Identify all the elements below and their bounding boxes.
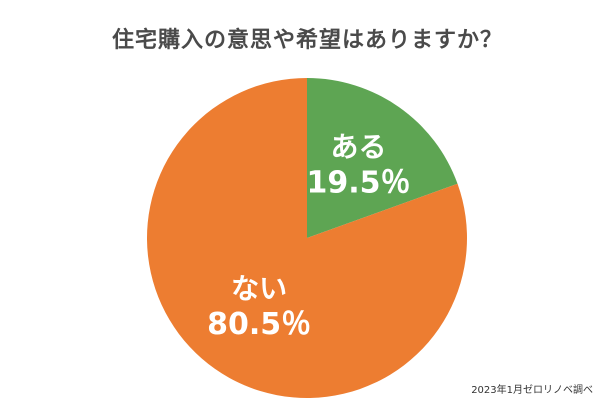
pie-slice-1 <box>307 78 458 238</box>
pie-slices <box>147 78 468 399</box>
source-note: 2023年1月ゼロリノベ調べ <box>471 385 593 396</box>
pie-slice-2 <box>147 78 468 399</box>
slice-percent-2: 80.5％ <box>207 307 311 342</box>
slice-label-2: ない <box>231 272 287 305</box>
slice-percent-1: 19.5％ <box>307 166 411 201</box>
slice-label-1: ある <box>331 131 387 164</box>
chart-title: 住宅購入の意思や希望はありますか？ <box>111 28 503 53</box>
